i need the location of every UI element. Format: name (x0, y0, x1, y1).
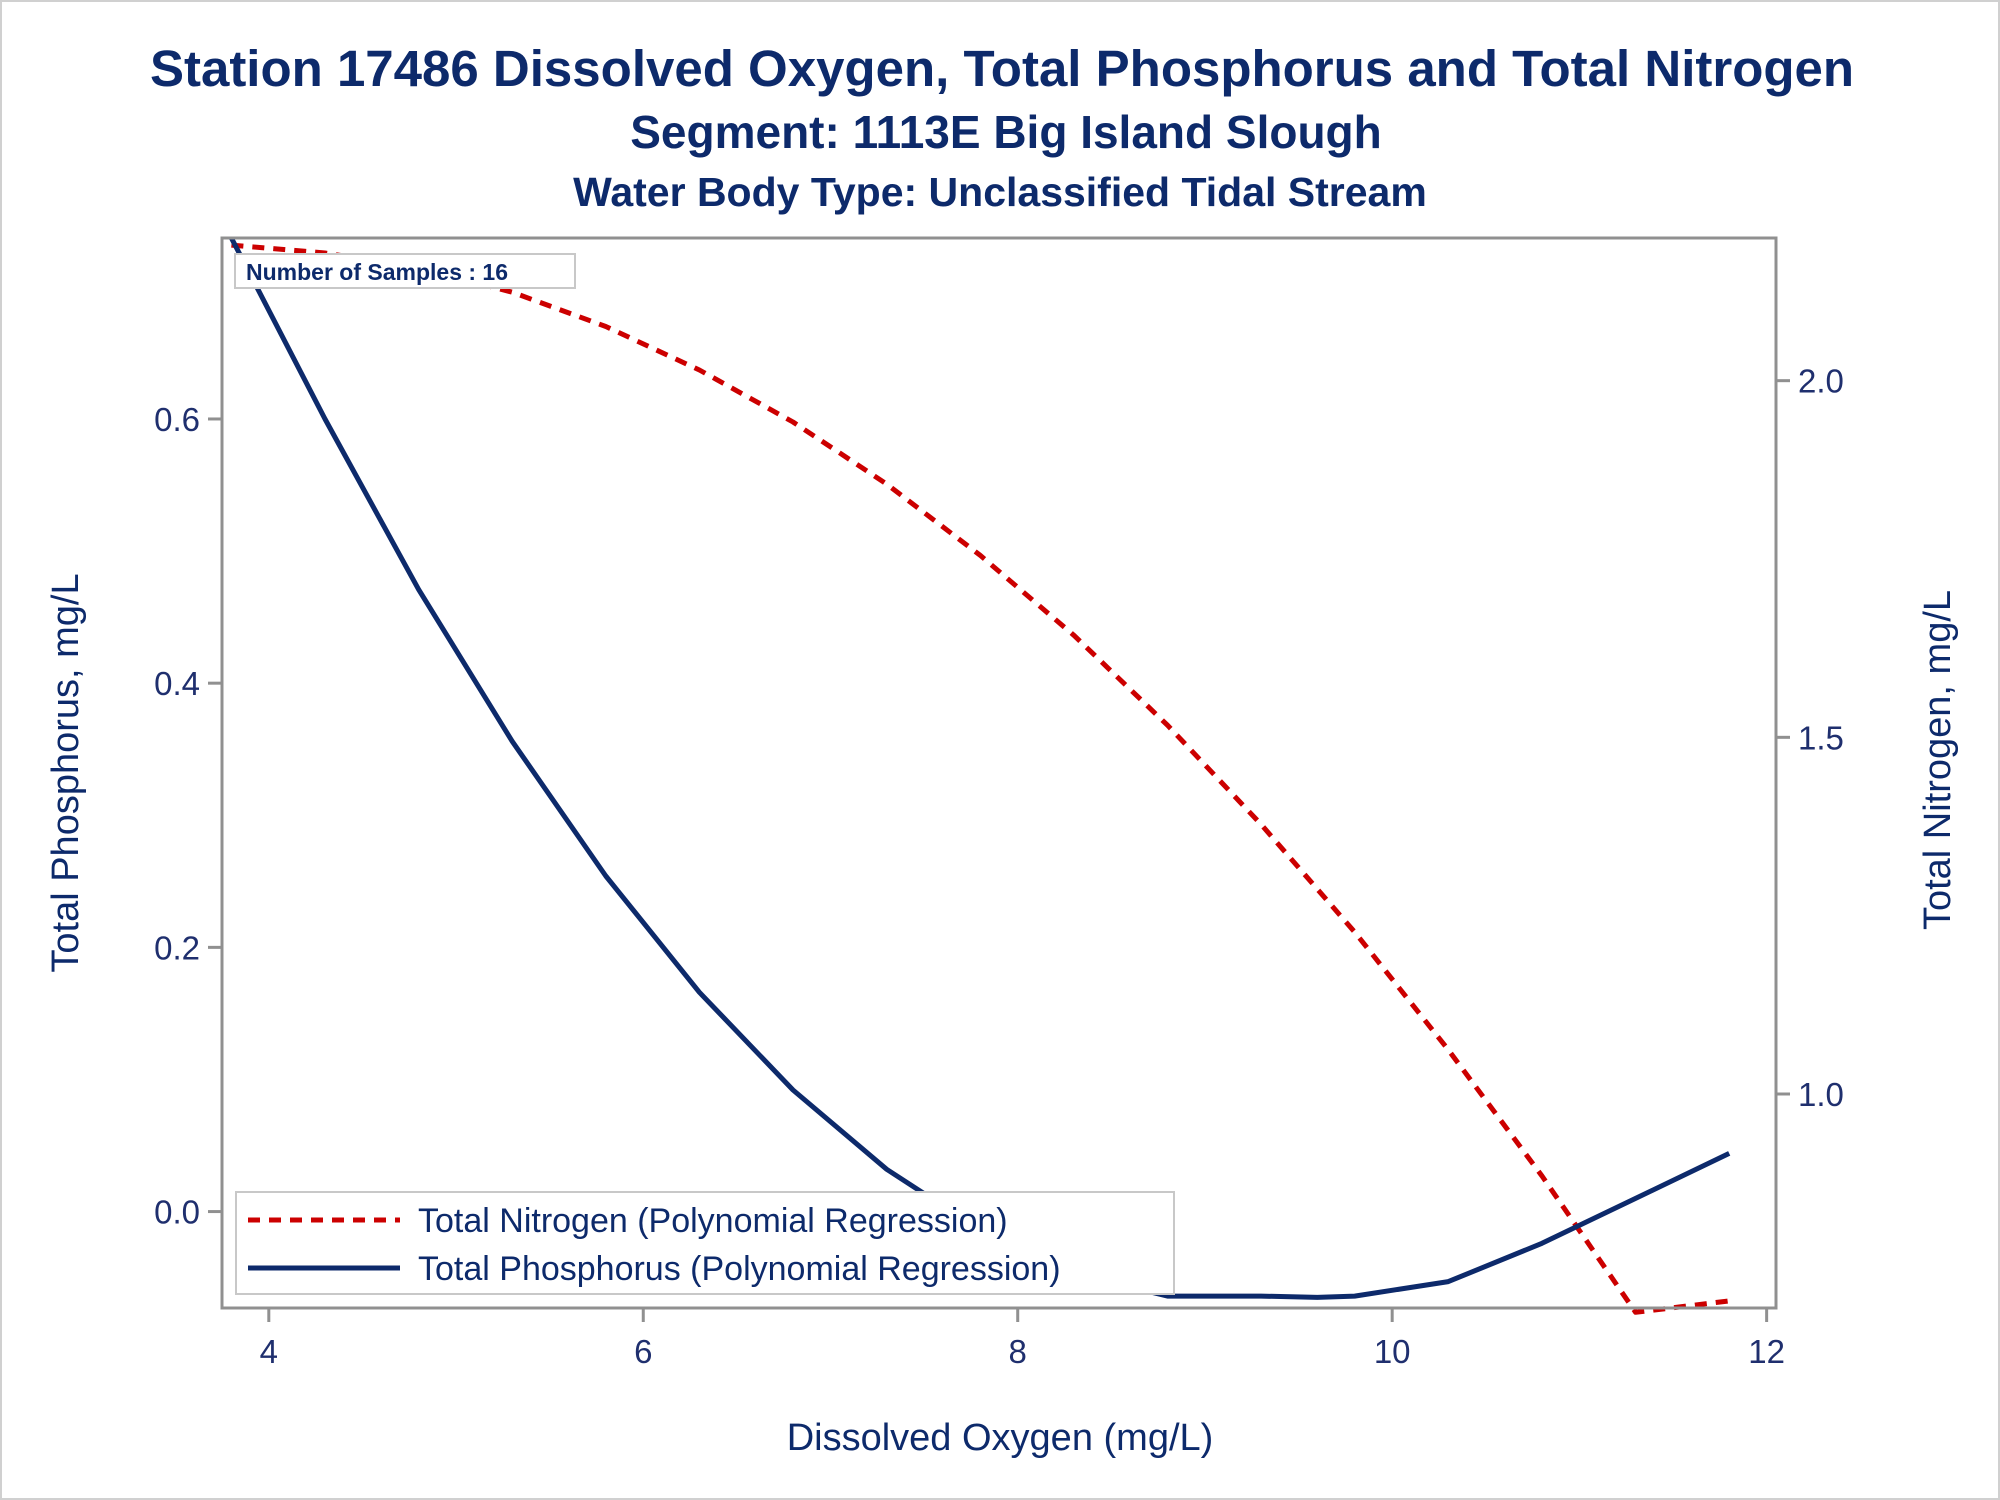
x-tick-label: 8 (1009, 1333, 1027, 1370)
legend-label-nitrogen: Total Nitrogen (Polynomial Regression) (418, 1202, 1008, 1240)
plot-area (220, 236, 1778, 1310)
axes-layer: 4 6 8 10 12 0.0 0.2 0.4 0.6 1.0 1.5 2.0 (154, 363, 1844, 1370)
x-tick-label: 6 (634, 1333, 652, 1370)
sample-count-note: Number of Samples : 16 (246, 259, 508, 285)
sample-count-frame (234, 253, 576, 289)
legend-label-phosphorus: Total Phosphorus (Polynomial Regression) (418, 1250, 1061, 1288)
chart-subtitle: Segment: 1113E Big Island Slough (630, 106, 1382, 158)
legend-frame (235, 1191, 1175, 1295)
chart-title: Station 17486 Dissolved Oxygen, Total Ph… (150, 40, 1854, 97)
x-tick-label: 12 (1748, 1333, 1785, 1370)
series-layer (229, 236, 1731, 1315)
x-axis-label: Dissolved Oxygen (mg/L) (787, 1417, 1214, 1459)
legend: Total Nitrogen (Polynomial Regression) T… (235, 1191, 1175, 1295)
y-axis-label-left: Total Phosphorus, mg/L (45, 573, 87, 972)
y-tick-label-left: 0.0 (154, 1194, 200, 1231)
series-line-phosphorus (229, 236, 1731, 1300)
chart-subtitle-2: Water Body Type: Unclassified Tidal Stre… (573, 169, 1427, 215)
y-tick-label-right: 1.5 (1798, 719, 1844, 756)
y-tick-label-left: 0.2 (154, 929, 200, 966)
sample-count-box: Number of Samples : 16 (234, 253, 576, 289)
x-tick-label: 4 (260, 1333, 278, 1370)
y-tick-label-right: 2.0 (1798, 363, 1844, 400)
series-line-nitrogen (231, 242, 1730, 1315)
y-tick-label-right: 1.0 (1798, 1076, 1844, 1113)
x-tick-label: 10 (1374, 1333, 1411, 1370)
y-tick-label-left: 0.6 (154, 401, 200, 438)
y-axis-label-right: Total Nitrogen, mg/L (1917, 590, 1959, 930)
y-tick-label-left: 0.4 (154, 665, 200, 702)
